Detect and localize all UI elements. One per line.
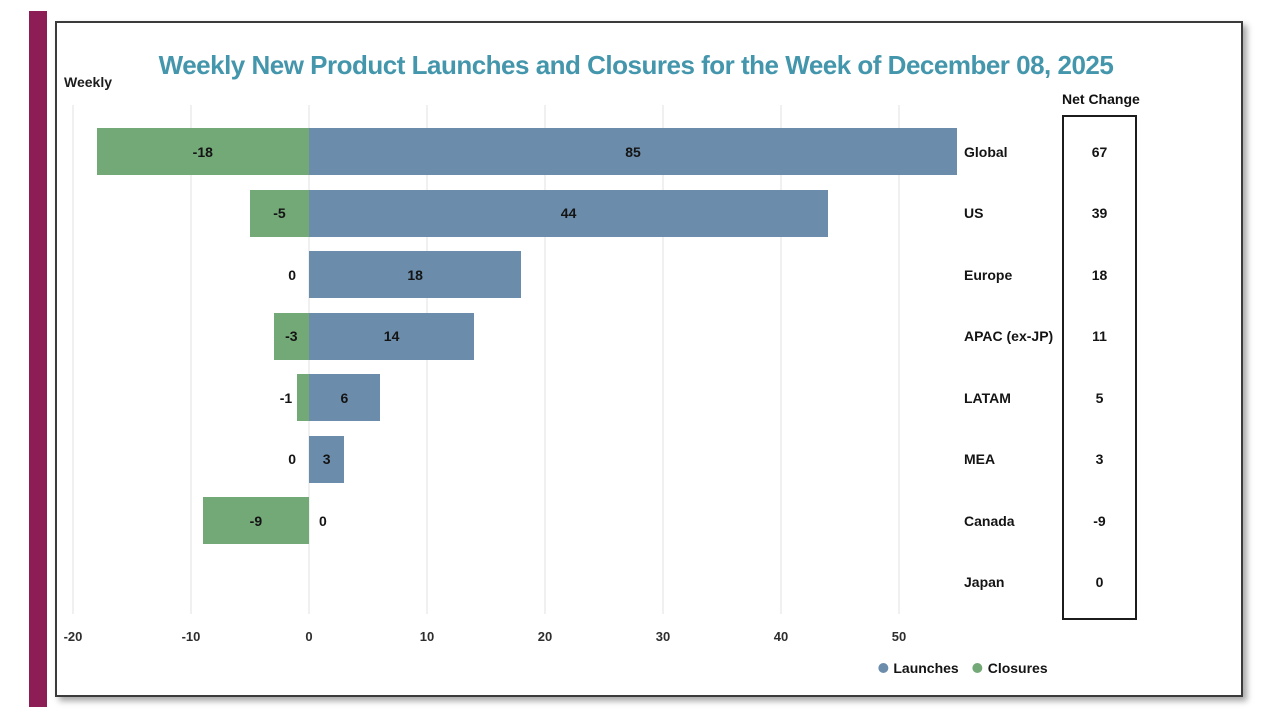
gridline — [662, 105, 664, 614]
category-label: Global — [964, 143, 1008, 160]
launches-bar — [309, 251, 522, 298]
legend-label: Closures — [987, 660, 1048, 676]
chart-title: Weekly New Product Launches and Closures… — [158, 50, 1114, 80]
category-label: Japan — [964, 574, 1005, 590]
category-label: Canada — [964, 512, 1015, 529]
legend-dot-icon — [878, 663, 889, 673]
closures-bar — [202, 497, 309, 544]
launches-value-label: 6 — [340, 389, 349, 406]
net-change-value: 39 — [1091, 205, 1108, 221]
launches-value-label: 85 — [625, 143, 641, 160]
net-change-value: 67 — [1091, 143, 1108, 160]
left-accent-bar — [29, 11, 47, 707]
closures-value-label: -18 — [192, 143, 213, 160]
closures-value-label: -5 — [273, 205, 286, 221]
launches-value-label: 14 — [383, 328, 400, 344]
closures-bar — [96, 128, 309, 175]
x-tick-label: 20 — [537, 629, 553, 644]
launches-bar — [309, 435, 345, 483]
net-change-value: 11 — [1092, 328, 1107, 344]
closures-bar — [250, 189, 309, 237]
launches-bar — [309, 312, 475, 360]
launches-value-label: 44 — [560, 205, 577, 221]
legend: Launches Closures — [878, 660, 1048, 676]
net-change-header: Net Change — [1062, 91, 1140, 107]
x-tick-label: 40 — [773, 629, 789, 644]
x-tick-label: -20 — [63, 629, 83, 644]
legend-dot-icon — [972, 663, 983, 673]
category-label: MEA — [964, 451, 996, 467]
closures-value-label: 0 — [288, 451, 296, 467]
gridline — [780, 105, 782, 614]
legend-item-closures[interactable]: Closures — [972, 660, 1048, 676]
closures-value-label: 0 — [288, 266, 296, 283]
net-change-value: -9 — [1093, 512, 1106, 529]
closures-bar — [297, 374, 309, 421]
category-label: APAC (ex-JP) — [964, 328, 1054, 344]
category-label: US — [964, 205, 984, 221]
launches-bar — [309, 189, 829, 237]
x-tick-label: 30 — [655, 629, 671, 644]
net-change-value: 18 — [1091, 266, 1108, 283]
net-change-box — [1062, 115, 1137, 620]
gridline — [426, 105, 428, 614]
launches-value-label: 0 — [319, 512, 327, 529]
x-tick-label: -10 — [181, 629, 201, 644]
gridline — [308, 105, 310, 614]
closures-value-label: -1 — [279, 389, 293, 406]
gridline — [190, 105, 192, 614]
category-label: LATAM — [964, 389, 1011, 406]
legend-item-launches[interactable]: Launches — [878, 660, 959, 676]
net-change-value: 3 — [1095, 451, 1104, 467]
category-label: Europe — [964, 266, 1013, 283]
legend-label: Launches — [893, 660, 959, 676]
net-change-value: 5 — [1095, 389, 1104, 406]
closures-value-label: -3 — [285, 328, 298, 344]
gridline — [544, 105, 546, 614]
x-tick-label: 50 — [891, 629, 907, 644]
closures-value-label: -9 — [249, 512, 263, 529]
launches-bar — [309, 374, 380, 421]
net-change-value: 0 — [1095, 574, 1104, 590]
weekly-label: Weekly — [64, 74, 112, 90]
launches-value-label: 18 — [407, 266, 423, 283]
gridline — [72, 105, 74, 614]
gridline — [898, 105, 900, 614]
x-tick-label: 10 — [419, 629, 435, 644]
closures-bar — [273, 312, 309, 360]
launches-value-label: 3 — [322, 451, 331, 467]
x-tick-label: 0 — [305, 629, 313, 644]
launches-bar — [309, 128, 957, 175]
chart-frame: Weekly New Product Launches and Closures… — [55, 21, 1243, 697]
